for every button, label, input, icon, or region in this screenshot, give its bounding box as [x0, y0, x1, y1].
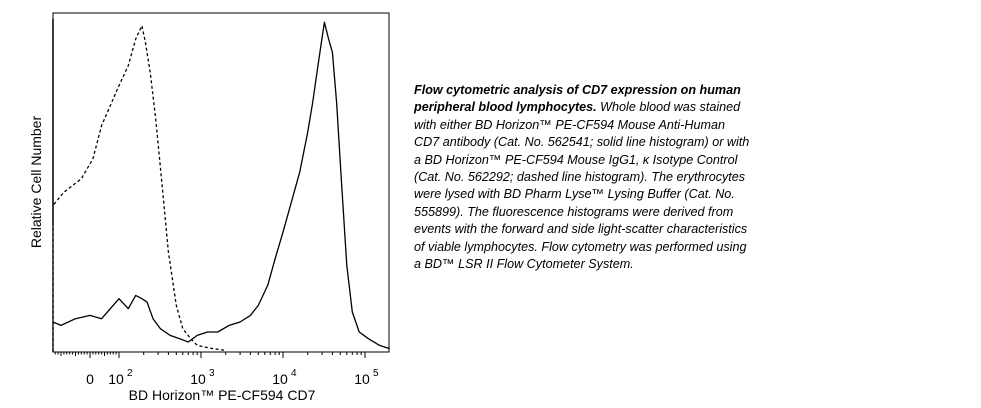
caption-line: a BD Horizon™ PE-CF594 Mouse IgG1, κ Iso…: [414, 152, 809, 169]
caption-line: of viable lymphocytes. Flow cytometry wa…: [414, 239, 809, 256]
caption-text: were lysed with BD Pharm Lyse™ Lysing Bu…: [414, 187, 735, 202]
x-axis-ticks: [54, 352, 366, 358]
x-tick-label: 10: [354, 371, 370, 387]
figure-caption: Flow cytometric analysis of CD7 expressi…: [414, 82, 809, 273]
isotype-control-histogram: [52, 18, 226, 352]
caption-text: (Cat. No. 562292; dashed line histogram)…: [414, 170, 746, 185]
caption-text: a BD™ LSR II Flow Cytometer System.: [414, 257, 634, 272]
caption-line: (Cat. No. 562292; dashed line histogram)…: [414, 169, 809, 186]
histogram-chart: 0 10 2 10 3 10 4 10 5 BD Horizon™ PE-CF594 CD7 R…: [28, 12, 390, 403]
caption-line: 555899). The fluorescence histograms wer…: [414, 204, 809, 221]
caption-text: a BD Horizon™ PE-CF594 Mouse IgG1, κ Iso…: [414, 152, 738, 167]
caption-line: with either BD Horizon™ PE-CF594 Mouse A…: [414, 117, 809, 134]
caption-text: CD7 antibody (Cat. No. 562541; solid lin…: [414, 135, 750, 150]
caption-line: peripheral blood lymphocytes. Whole bloo…: [414, 99, 809, 116]
y-axis-title: Relative Cell Number: [28, 116, 44, 249]
x-tick-label-exponent: 4: [291, 368, 297, 379]
caption-line: Flow cytometric analysis of CD7 expressi…: [414, 82, 809, 99]
x-tick-label: 10: [108, 371, 124, 387]
caption-text: with either BD Horizon™ PE-CF594 Mouse A…: [414, 117, 725, 132]
caption-text: of viable lymphocytes. Flow cytometry wa…: [414, 239, 747, 254]
x-tick-label: 10: [190, 371, 206, 387]
caption-heading: peripheral blood lymphocytes.: [414, 100, 597, 115]
cd7-histogram: [52, 18, 390, 352]
x-tick-label: 0: [86, 371, 94, 387]
x-axis-title: BD Horizon™ PE-CF594 CD7: [129, 387, 316, 403]
plot-frame: [52, 12, 390, 353]
x-tick-label-exponent: 5: [373, 368, 379, 379]
x-tick-label-exponent: 2: [127, 368, 133, 379]
x-tick-label: 10: [272, 371, 288, 387]
x-axis-tick-labels: 0 10 2 10 3 10 4 10 5: [86, 368, 379, 387]
caption-line: CD7 antibody (Cat. No. 562541; solid lin…: [414, 134, 809, 151]
caption-line: events with the forward and side light-s…: [414, 221, 809, 238]
caption-text: events with the forward and side light-s…: [414, 222, 748, 237]
caption-line: a BD™ LSR II Flow Cytometer System.: [414, 256, 809, 273]
caption-text: Whole blood was stained: [596, 100, 741, 115]
series-layer: [52, 18, 390, 352]
caption-line: were lysed with BD Pharm Lyse™ Lysing Bu…: [414, 186, 809, 203]
caption-text: 555899). The fluorescence histograms wer…: [414, 204, 734, 219]
caption-heading: Flow cytometric analysis of CD7 expressi…: [414, 83, 741, 97]
x-tick-label-exponent: 3: [209, 368, 215, 379]
